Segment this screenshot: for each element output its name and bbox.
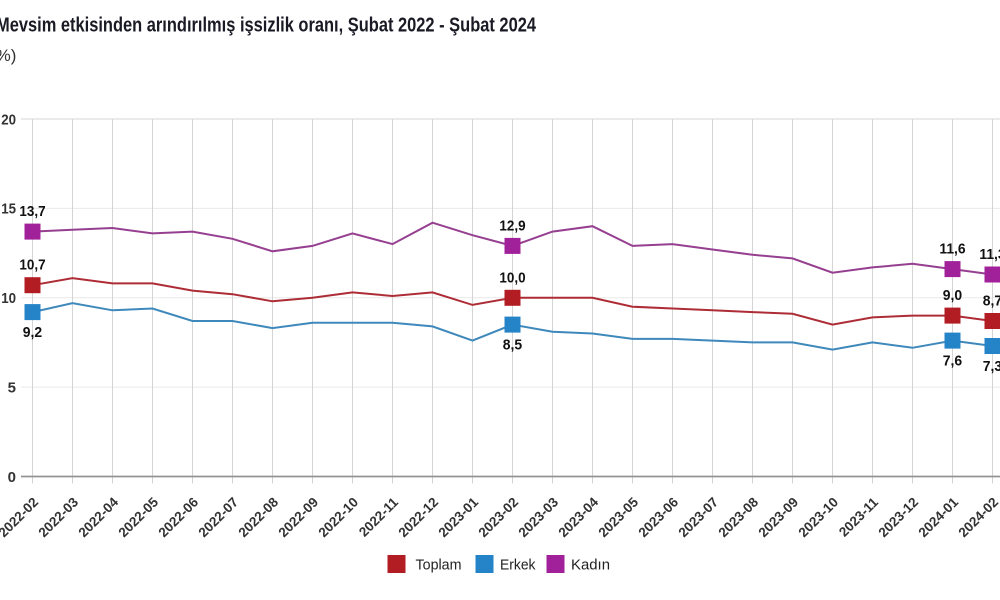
svg-text:12,9: 12,9 [499,218,525,234]
svg-text:11,6: 11,6 [939,242,965,258]
svg-text:15: 15 [1,201,16,218]
svg-text:7,3: 7,3 [983,359,1000,375]
svg-text:10: 10 [1,290,16,307]
svg-text:9,0: 9,0 [943,288,962,304]
svg-text:8,7: 8,7 [983,294,1000,310]
svg-text:Erkek: Erkek [500,557,536,574]
svg-text:8,5: 8,5 [503,338,522,354]
svg-text:Kadın: Kadın [571,557,610,574]
svg-text:Toplam: Toplam [416,557,462,574]
svg-text:(%): (%) [0,46,16,65]
svg-text:9,2: 9,2 [23,325,42,341]
svg-text:11,3: 11,3 [979,247,1000,263]
svg-text:13,7: 13,7 [19,204,45,220]
svg-text:0: 0 [8,469,16,486]
svg-text:10,0: 10,0 [499,270,525,286]
svg-text:7,6: 7,6 [943,354,962,370]
svg-text:10,7: 10,7 [19,258,45,274]
svg-text:Mevsim etkisinden arındırılmış: Mevsim etkisinden arındırılmış işsizlik … [0,15,537,37]
svg-text:5: 5 [8,379,16,396]
svg-text:20: 20 [1,111,16,128]
